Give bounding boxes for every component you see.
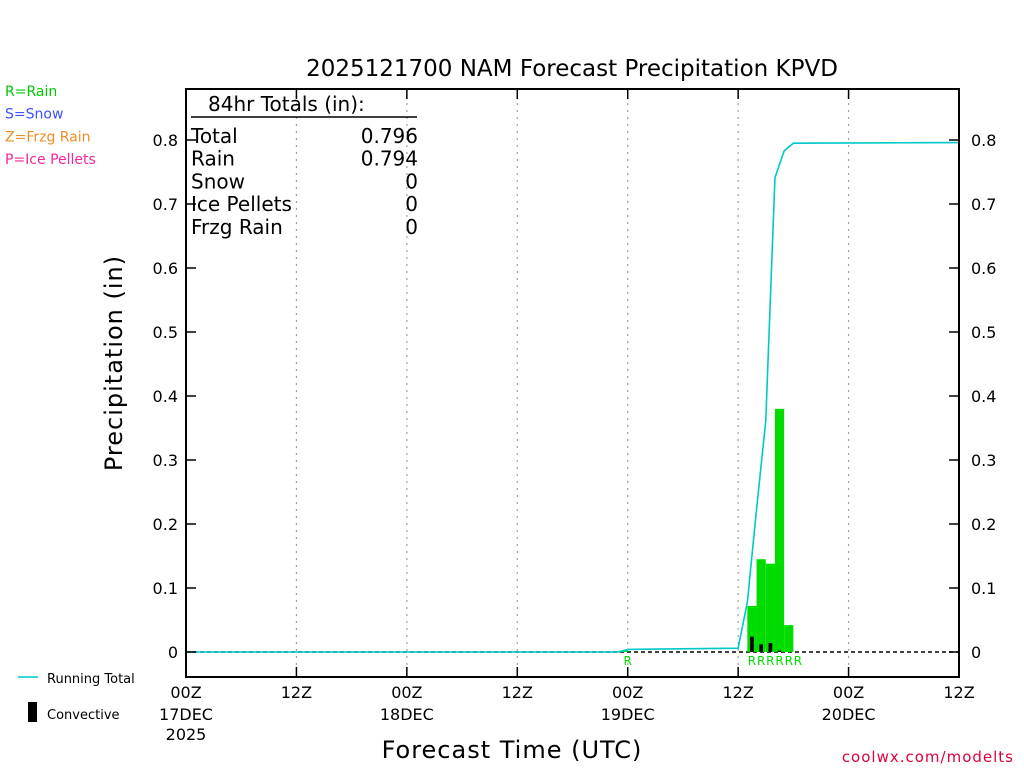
running-total-line xyxy=(186,141,960,653)
totals-value-3: 0 xyxy=(405,192,418,216)
ytick-label-left-6: 0.6 xyxy=(153,259,178,278)
y-axis-left: 0 0.1 0.2 0.3 0.4 0.5 0.6 0.7 0.8 xyxy=(153,131,196,662)
totals-label-3: Ice Pellets xyxy=(191,192,292,216)
xtick-label-time-0: 00Z xyxy=(170,683,201,702)
convective-bars xyxy=(750,636,782,652)
totals-rows: Total 0.796 Rain 0.794 Snow 0 Ice Pellets 0 Frzg… xyxy=(190,124,418,239)
legend-convective-label: Convective xyxy=(47,708,120,723)
ytick-label-right-4: 0.4 xyxy=(971,387,996,406)
precip-bar-1 xyxy=(747,605,757,652)
ytick-label-right-7: 0.7 xyxy=(971,195,996,214)
ptype-marker-1: R xyxy=(748,654,756,668)
ptype-legend-1: S=Snow xyxy=(5,107,63,123)
totals-value-4: 0 xyxy=(405,215,418,239)
xtick-label-date-2: 18DEC xyxy=(380,705,434,724)
legend-running-total-label: Running Total xyxy=(47,672,135,687)
ytick-label-left-2: 0.2 xyxy=(153,515,178,534)
y-axis-right: 0 0.1 0.2 0.3 0.4 0.5 0.6 0.7 0.8 xyxy=(949,131,996,662)
ytick-label-right-0: 0 xyxy=(971,643,981,662)
ptype-marker-4: R xyxy=(775,654,783,668)
ytick-label-right-3: 0.3 xyxy=(971,451,996,470)
ptype-legend-2: Z=Frzg Rain xyxy=(5,129,91,145)
ytick-label-left-1: 0.1 xyxy=(153,579,178,598)
xtick-label-date-6: 20DEC xyxy=(822,705,876,724)
ytick-label-right-1: 0.1 xyxy=(971,579,996,598)
xtick-label-time-5: 12Z xyxy=(722,683,753,702)
totals-label-2: Snow xyxy=(191,169,245,193)
totals-box: 84hr Totals (in): Total 0.796 Rain 0.794 Sno… xyxy=(190,92,418,239)
totals-value-1: 0.794 xyxy=(361,147,418,171)
ptype-marker-5: R xyxy=(785,654,793,668)
plot-frame xyxy=(185,88,960,678)
bottom-legend: Running Total Convective xyxy=(18,672,135,723)
ytick-label-right-5: 0.5 xyxy=(971,323,996,342)
grid xyxy=(186,89,959,677)
xtick-label-year-0: 2025 xyxy=(166,725,207,744)
totals-value-2: 0 xyxy=(405,169,418,193)
xtick-label-date-4: 19DEC xyxy=(601,705,655,724)
xtick-label-date-0: 17DEC xyxy=(159,705,213,724)
bars xyxy=(618,408,794,652)
ytick-label-left-4: 0.4 xyxy=(153,387,178,406)
ytick-label-right-6: 0.6 xyxy=(971,259,996,278)
ptype-legend-0: R=Rain xyxy=(5,84,57,100)
xtick-label-time-2: 00Z xyxy=(391,683,422,702)
y-axis-label: Precipitation (in) xyxy=(100,255,128,471)
precip-bar-4 xyxy=(774,408,785,652)
chart-title: 2025121700 NAM Forecast Precipitation KP… xyxy=(306,56,838,82)
convective-bar-2 xyxy=(768,643,773,652)
totals-label-0: Total xyxy=(190,124,238,148)
ptype-legend-3: P=Ice Pellets xyxy=(5,152,96,168)
xtick-label-time-3: 12Z xyxy=(502,683,533,702)
precip-bar-5 xyxy=(784,625,794,652)
precip-bar-2 xyxy=(756,559,766,652)
ytick-label-right-8: 0.8 xyxy=(971,131,996,150)
ytick-label-left-5: 0.5 xyxy=(153,323,178,342)
xtick-label-time-6: 00Z xyxy=(833,683,864,702)
ytick-label-left-3: 0.3 xyxy=(153,451,178,470)
ptype-legend: R=Rain S=Snow Z=Frzg Rain P=Ice Pellets xyxy=(5,84,96,168)
ytick-label-right-2: 0.2 xyxy=(971,515,996,534)
ytick-label-left-0: 0 xyxy=(168,643,178,662)
totals-label-4: Frzg Rain xyxy=(191,215,283,239)
convective-bar-0 xyxy=(750,636,754,652)
ptype-marker-2: R xyxy=(757,654,765,668)
ptype-marker-3: R xyxy=(766,654,774,668)
legend-convective-swatch xyxy=(28,702,37,722)
x-axis-label: Forecast Time (UTC) xyxy=(382,736,643,764)
convective-bar-1 xyxy=(759,644,763,652)
running-total xyxy=(186,141,960,653)
xtick-label-time-7: 12Z xyxy=(943,683,974,702)
ytick-label-left-8: 0.8 xyxy=(153,131,178,150)
totals-label-1: Rain xyxy=(191,147,235,171)
totals-header: 84hr Totals (in): xyxy=(208,92,365,116)
xtick-label-time-4: 00Z xyxy=(612,683,643,702)
precip-bar-3 xyxy=(765,563,775,652)
credit: coolwx.com/modelts xyxy=(842,748,1014,766)
ptype-marker-0: R xyxy=(624,654,632,668)
totals-value-0: 0.796 xyxy=(361,124,418,148)
xtick-label-time-1: 12Z xyxy=(281,683,312,702)
convective-bar-3 xyxy=(777,650,782,652)
ytick-label-left-7: 0.7 xyxy=(153,195,178,214)
ptype-marker-6: R xyxy=(794,654,802,668)
